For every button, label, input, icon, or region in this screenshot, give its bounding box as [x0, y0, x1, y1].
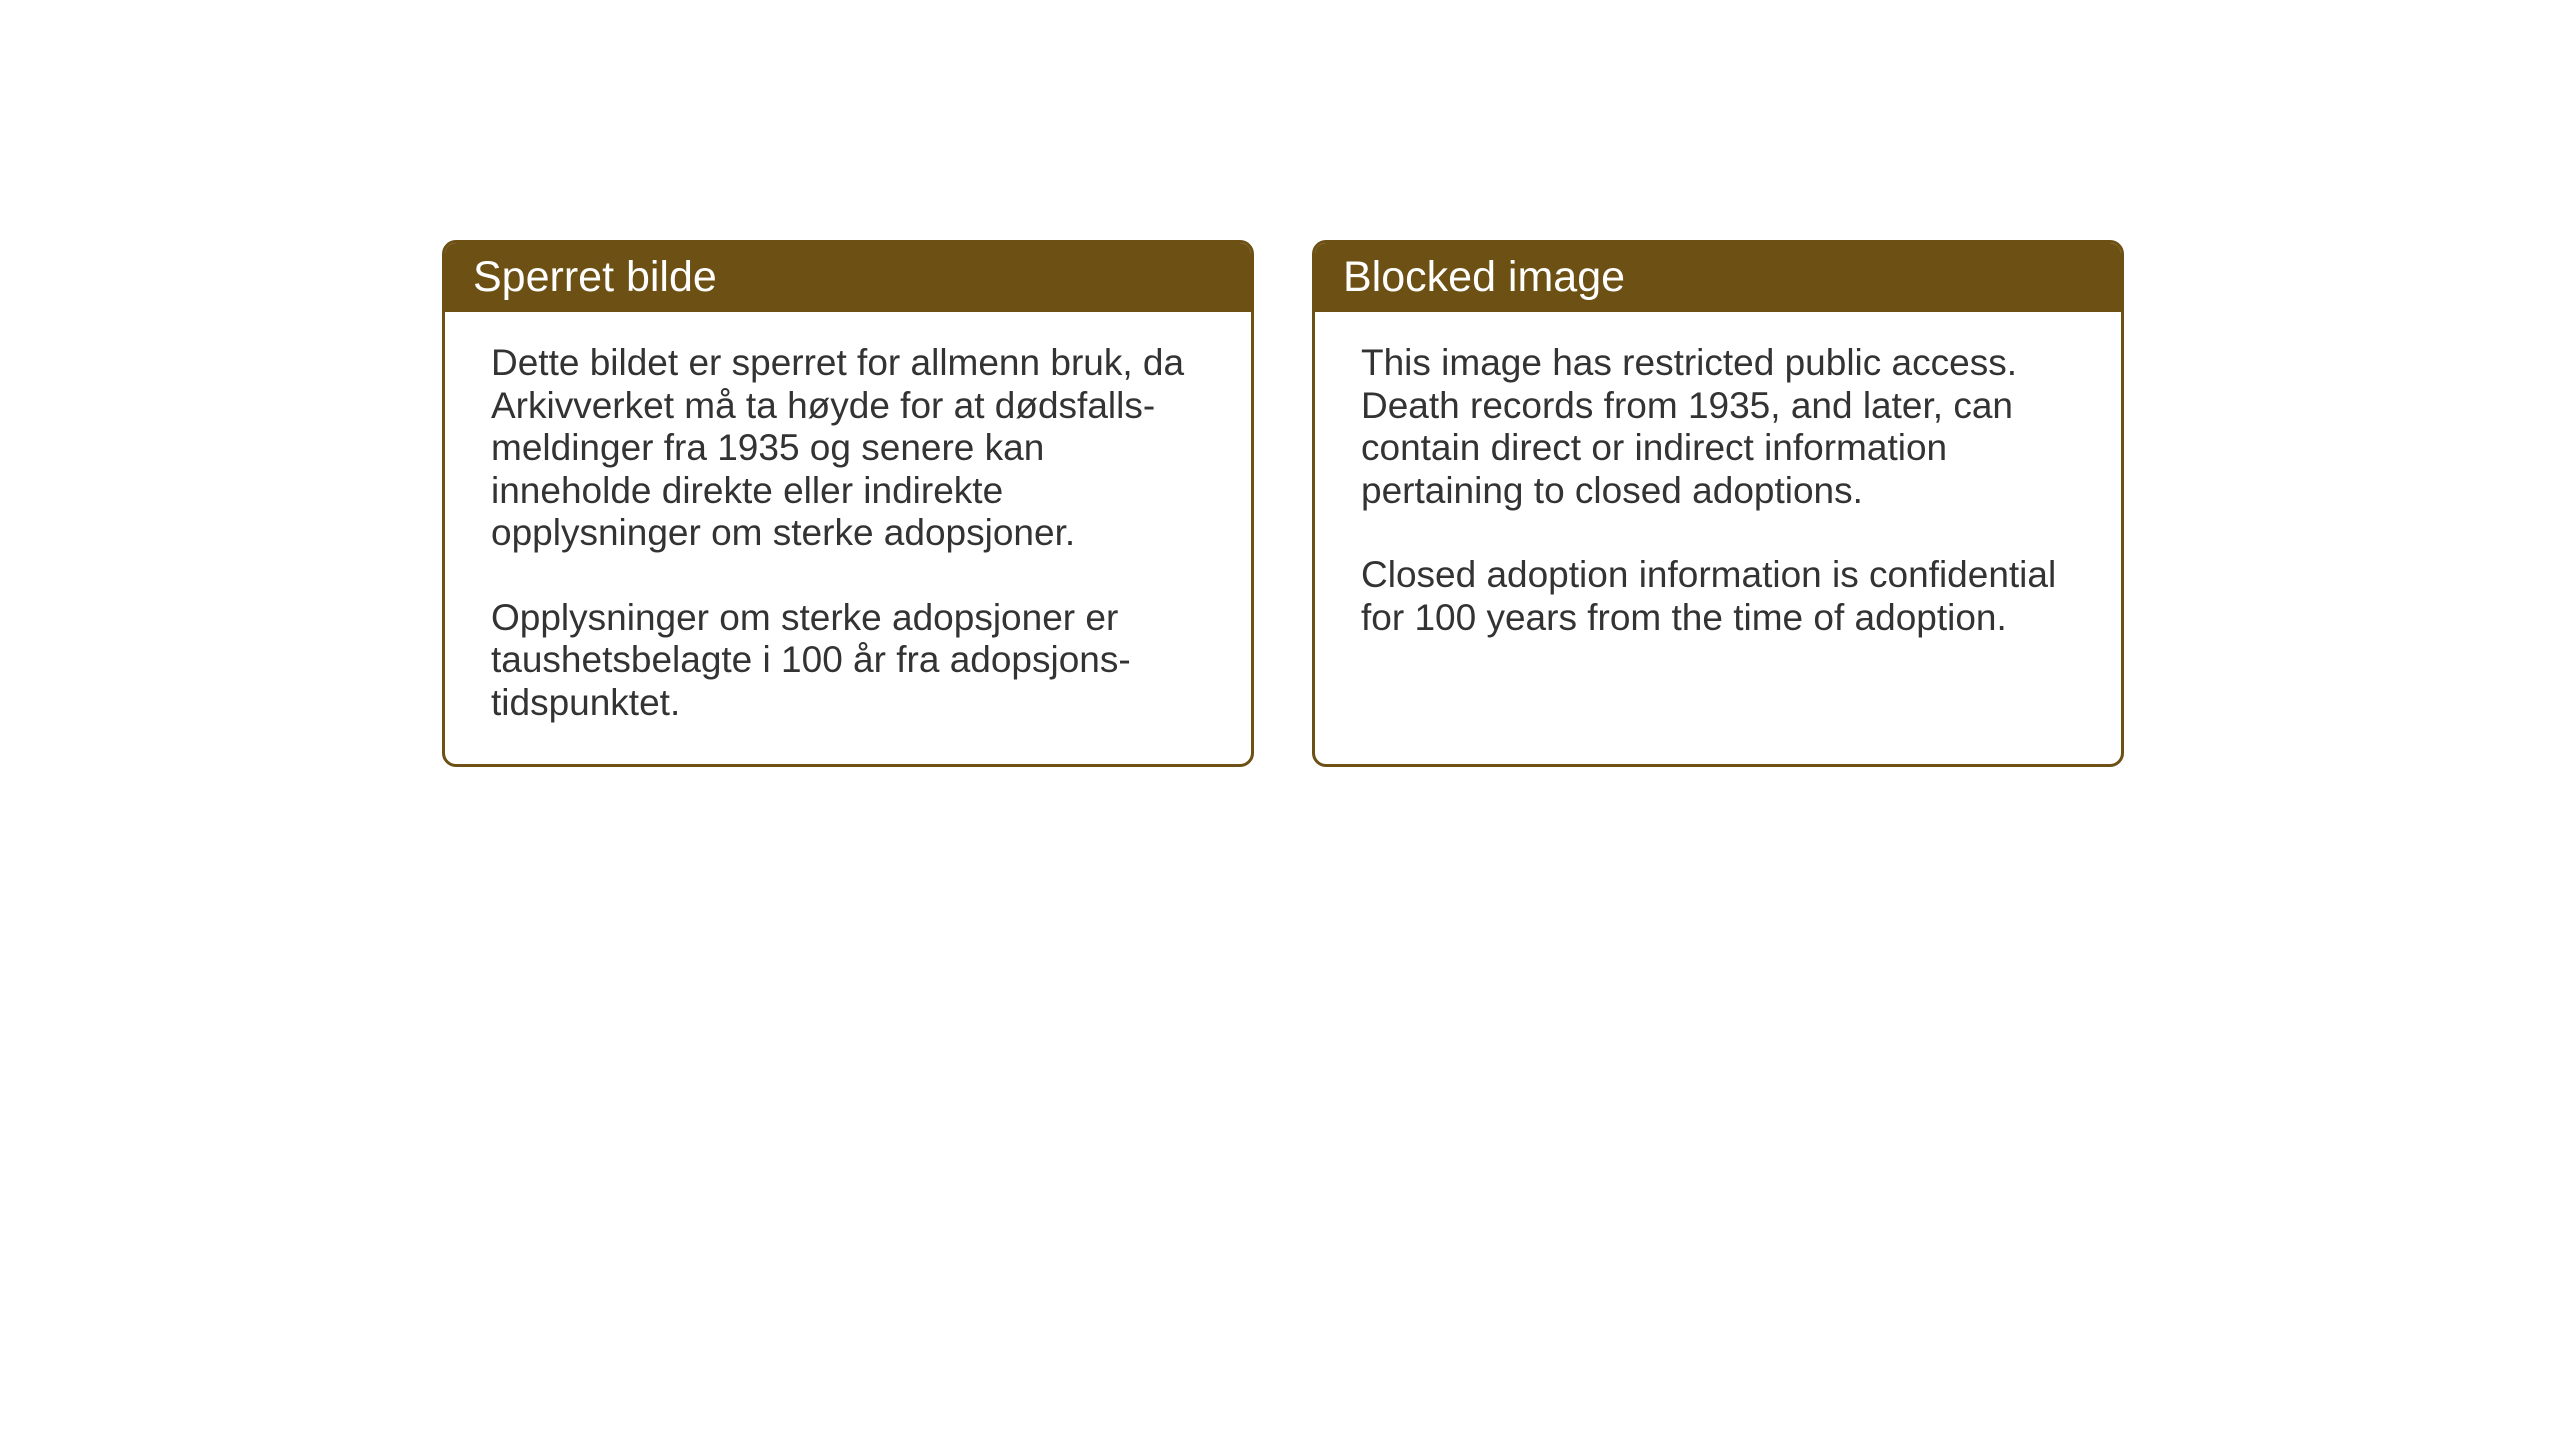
card-header-english: Blocked image [1315, 243, 2121, 312]
card-body-norwegian: Dette bildet er sperret for allmenn bruk… [445, 312, 1251, 764]
card-paragraph2-norwegian: Opplysninger om sterke adopsjoner er tau… [491, 597, 1205, 725]
card-paragraph1-english: This image has restricted public access.… [1361, 342, 2075, 512]
notice-container: Sperret bilde Dette bildet er sperret fo… [442, 240, 2124, 767]
card-header-norwegian: Sperret bilde [445, 243, 1251, 312]
card-body-english: This image has restricted public access.… [1315, 312, 2121, 762]
card-title-english: Blocked image [1343, 253, 1625, 301]
notice-card-english: Blocked image This image has restricted … [1312, 240, 2124, 767]
card-paragraph1-norwegian: Dette bildet er sperret for allmenn bruk… [491, 342, 1205, 555]
card-paragraph2-english: Closed adoption information is confident… [1361, 554, 2075, 639]
notice-card-norwegian: Sperret bilde Dette bildet er sperret fo… [442, 240, 1254, 767]
card-title-norwegian: Sperret bilde [473, 253, 717, 301]
